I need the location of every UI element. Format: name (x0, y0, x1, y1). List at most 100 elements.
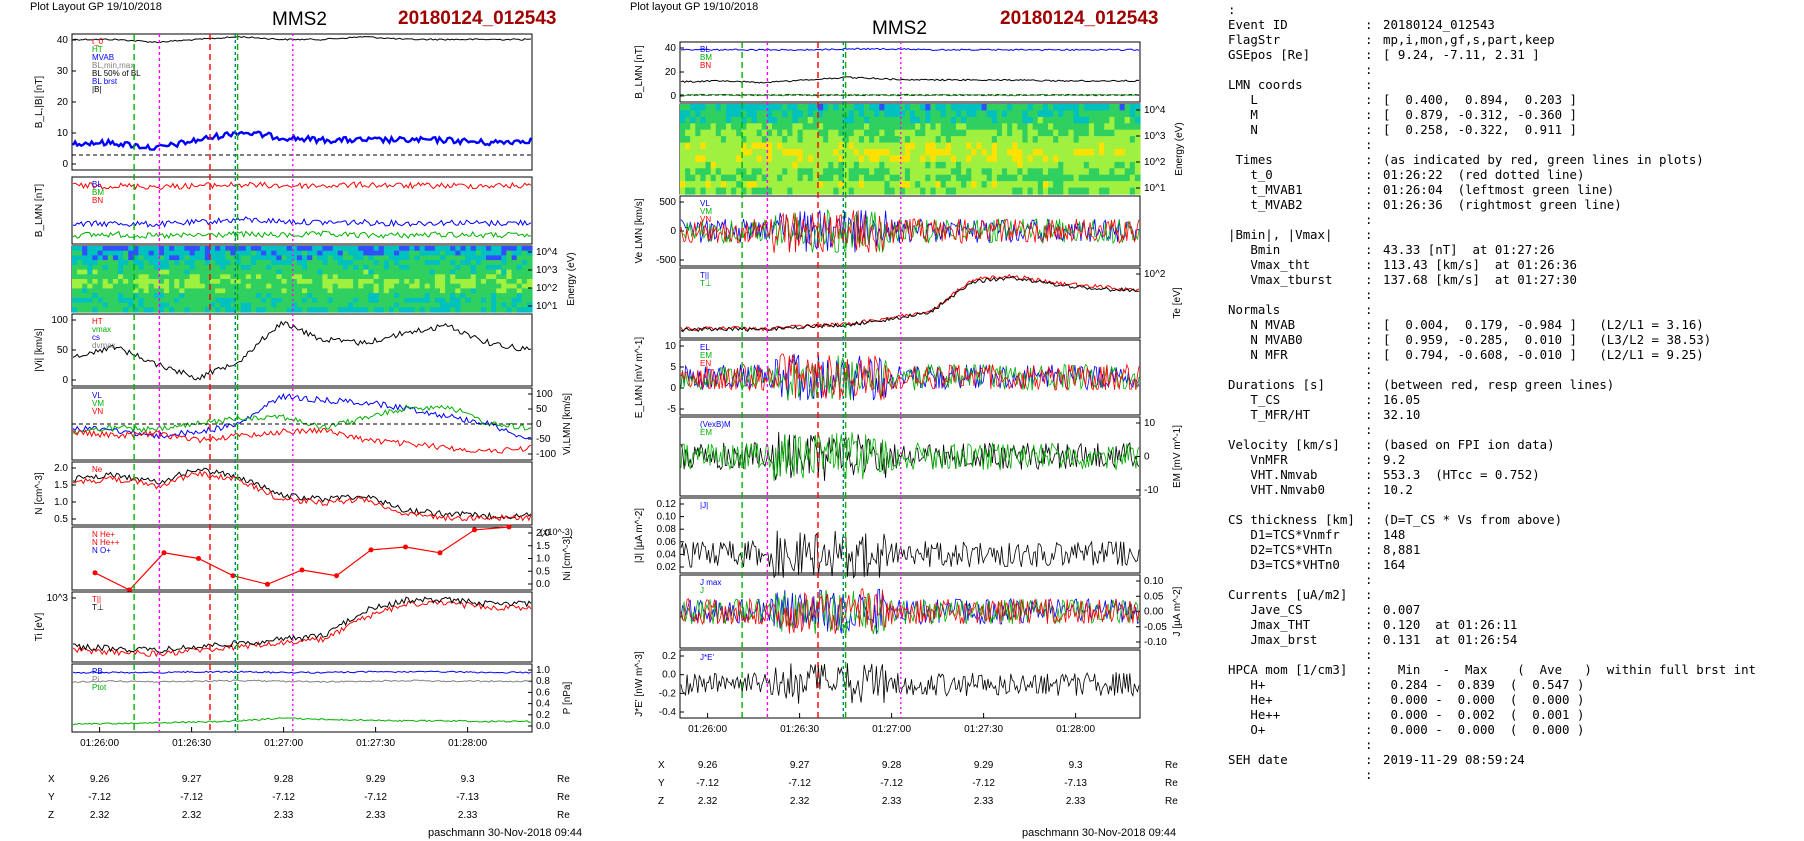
spectrogram-cell (889, 110, 896, 118)
spectrogram-cell (148, 279, 155, 285)
spectrogram-cell (807, 149, 814, 156)
spectrogram-cell (143, 246, 150, 252)
left-position-value: 2.33 (366, 810, 386, 821)
spectrogram-cell (332, 269, 339, 275)
left-legend-label: N O+ (92, 546, 111, 555)
spectrogram-cell (368, 302, 375, 308)
left-spacecraft-title: MMS2 (272, 9, 327, 30)
spectrogram-cell (271, 255, 277, 261)
spectrogram-cell (685, 187, 691, 195)
spectrogram-cell (245, 288, 252, 294)
spectrogram-cell (394, 288, 400, 294)
spectrogram-cell (910, 149, 916, 156)
spectrogram-cell (92, 293, 99, 299)
spectrogram-cell (828, 149, 834, 156)
spectrogram-cell (1094, 104, 1100, 111)
spectrogram-cell (1017, 136, 1023, 144)
spectrogram-cell (777, 168, 783, 176)
spectrogram-cell (414, 274, 421, 280)
spectrogram-cell (956, 155, 962, 163)
spectrogram-cell (327, 307, 334, 313)
spectrogram-cell (1053, 155, 1059, 163)
spectrogram-cell (879, 181, 885, 189)
spectrogram-cell (1114, 110, 1121, 118)
spectrogram-cell (118, 250, 124, 256)
spectrogram-cell (92, 264, 99, 271)
spectrogram-cell (1104, 168, 1110, 176)
spectrogram-cell (480, 264, 487, 271)
left-plot-layout-label: Plot Layout GP 19/10/2018 (30, 1, 162, 13)
spectrogram-cell (828, 123, 834, 131)
mid-panel-tick-label: 10^4 (1144, 105, 1166, 116)
summary-value: 0.120 at 01:26:11 (1383, 617, 1518, 632)
spectrogram-cell (394, 293, 400, 299)
spectrogram-cell (337, 283, 344, 289)
spectrogram-cell (1032, 142, 1039, 150)
summary-colon: : (1365, 602, 1373, 617)
spectrogram-cell (1124, 142, 1131, 150)
spectrogram-cell (296, 288, 303, 294)
spectrogram-cell (414, 283, 421, 289)
spectrogram-cell (240, 288, 247, 294)
summary-colon: : (1365, 377, 1373, 392)
spectrogram-cell (245, 297, 252, 304)
left-panel-ylabel: P [nPa] (562, 681, 573, 714)
spectrogram-cell (491, 264, 497, 271)
spectrogram-cell (899, 187, 906, 195)
spectrogram-cell (286, 246, 293, 252)
spectrogram-cell (940, 149, 947, 156)
spectrogram-cell (353, 297, 359, 304)
summary-row: D2=TCS*VHTn:8,881 (1228, 542, 1798, 557)
spectrogram-cell (961, 123, 967, 131)
spectrogram-cell (429, 264, 436, 271)
left-he-series-point (92, 570, 98, 576)
spectrogram-cell (179, 297, 185, 304)
spectrogram-cell (455, 255, 461, 261)
spectrogram-cell (348, 260, 354, 266)
spectrogram-cell (935, 110, 942, 118)
left-position-unit: Re (557, 810, 570, 821)
spectrogram-cell (1124, 174, 1131, 182)
spectrogram-cell (455, 264, 461, 271)
spectrogram-cell (77, 302, 83, 308)
spectrogram-cell (956, 123, 962, 131)
spectrogram-cell (128, 288, 134, 294)
spectrogram-cell (925, 168, 931, 176)
spectrogram-cell (516, 246, 523, 252)
spectrogram-cell (935, 155, 942, 163)
spectrogram-cell (1048, 155, 1054, 163)
spectrogram-cell (848, 129, 855, 137)
spectrogram-cell (894, 181, 901, 189)
spectrogram-cell (950, 181, 957, 189)
spectrogram-cell (271, 264, 277, 271)
spectrogram-cell (353, 250, 359, 256)
spectrogram-cell (394, 302, 400, 308)
spectrogram-cell (761, 116, 768, 124)
spectrogram-cell (434, 302, 441, 308)
spectrogram-cell (501, 246, 507, 252)
spectrogram-cell (746, 187, 753, 195)
spectrogram-cell (506, 250, 513, 256)
mid-series-B-line (680, 76, 1140, 84)
spectrogram-cell (1088, 104, 1095, 111)
spectrogram-cell (250, 288, 257, 294)
spectrogram-cell (302, 274, 308, 280)
spectrogram-cell (486, 274, 492, 280)
spectrogram-cell (1042, 155, 1049, 163)
spectrogram-cell (899, 161, 906, 169)
spectrogram-cell (695, 104, 701, 111)
spectrogram-cell (138, 293, 145, 299)
spectrogram-cell (429, 293, 436, 299)
spectrogram-cell (874, 123, 880, 131)
spectrogram-cell (1058, 136, 1064, 144)
spectrogram-cell (399, 246, 405, 252)
spectrogram-cell (1078, 149, 1085, 156)
summary-row: He+: 0.000 - 0.000 ( 0.000 ) (1228, 692, 1798, 707)
spectrogram-cell (807, 168, 814, 176)
spectrogram-cell (77, 279, 83, 285)
spectrogram-cell (373, 246, 380, 252)
spectrogram-cell (1027, 110, 1034, 118)
left-he-series-point (299, 567, 305, 573)
spectrogram-cell (245, 260, 252, 266)
spectrogram-cell (889, 129, 896, 137)
